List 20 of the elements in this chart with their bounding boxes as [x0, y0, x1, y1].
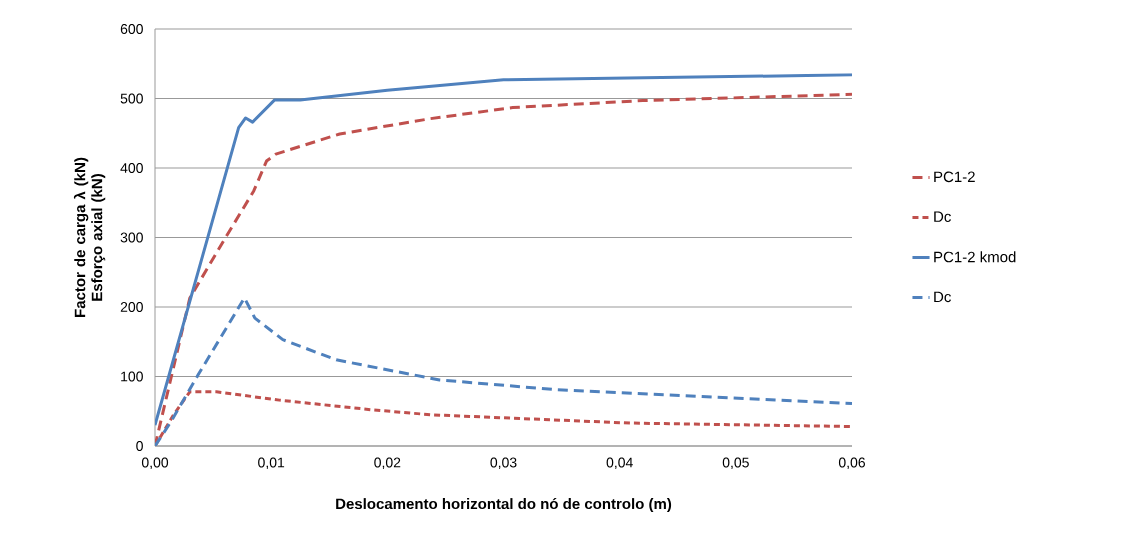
x-tick-label: 0,02 — [374, 457, 401, 470]
x-tick-label: 0,00 — [141, 457, 169, 470]
x-tick-label: 0,06 — [838, 457, 865, 470]
legend-label: Dc — [934, 291, 951, 303]
legend-label: PC1-2 — [934, 171, 975, 183]
x-tick-label: 0,05 — [722, 457, 749, 470]
y-tick-label: 300 — [120, 232, 143, 243]
x-tick-label: 0,01 — [258, 457, 285, 470]
y-tick-label: 100 — [121, 371, 143, 382]
y-tick-label: 600 — [120, 24, 143, 34]
legend-label: PC1-2 kmod — [934, 251, 1016, 263]
y-tick-label: 500 — [120, 93, 143, 104]
y-tick-label: 400 — [120, 163, 143, 173]
y-tick-label: 200 — [120, 302, 143, 312]
y-axis-title: Factor de carga λ (kN) Esforço axial (kN) — [73, 157, 106, 317]
x-axis-title: Deslocamento horizontal do nó de controlo (m) — [336, 497, 672, 513]
x-tick-label: 0,04 — [606, 457, 633, 470]
x-tick-label: 0,03 — [490, 457, 517, 470]
legend-label: Dc — [934, 211, 951, 222]
y-tick-label: 0 — [136, 441, 143, 451]
